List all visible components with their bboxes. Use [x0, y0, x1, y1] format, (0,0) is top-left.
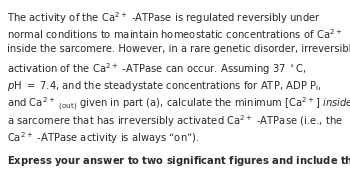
Text: $\it{p}$H $=$ 7.4, and the steadystate concentrations for $\mathregular{ATP}$, $: $\it{p}$H $=$ 7.4, and the steadystate c… [7, 79, 322, 93]
Text: inside the sarcomere. However, in a rare genetic disorder, irreversible: inside the sarcomere. However, in a rare… [7, 44, 350, 54]
Text: and $\mathregular{Ca}^{2+}$ $_{\mathrm{(out)}}$ given in part (a), calculate the: and $\mathregular{Ca}^{2+}$ $_{\mathrm{(… [7, 96, 350, 113]
Text: a sarcomere that has irreversibly activated $\mathregular{Ca}^{2+}$ -ATPase (i.e: a sarcomere that has irreversibly activa… [7, 113, 343, 129]
Text: $\mathbf{Express\ your\ answer\ to\ two\ significant\ figures\ and\ include\ the: $\mathbf{Express\ your\ answer\ to\ two\… [7, 154, 350, 169]
Text: normal conditions to maintain homeostatic concentrations of $\mathregular{Ca}^{2: normal conditions to maintain homeostati… [7, 27, 342, 41]
Text: The activity of the $\mathregular{Ca}^{2+}$ -ATPase is regulated reversibly unde: The activity of the $\mathregular{Ca}^{2… [7, 10, 321, 26]
Text: $\mathregular{Ca}^{2+}$ -ATPase activity is always “on”).: $\mathregular{Ca}^{2+}$ -ATPase activity… [7, 130, 199, 146]
Text: activation of the $\mathregular{Ca}^{2+}$ -ATPase can occur. Assuming 37 $^\circ: activation of the $\mathregular{Ca}^{2+}… [7, 62, 307, 77]
